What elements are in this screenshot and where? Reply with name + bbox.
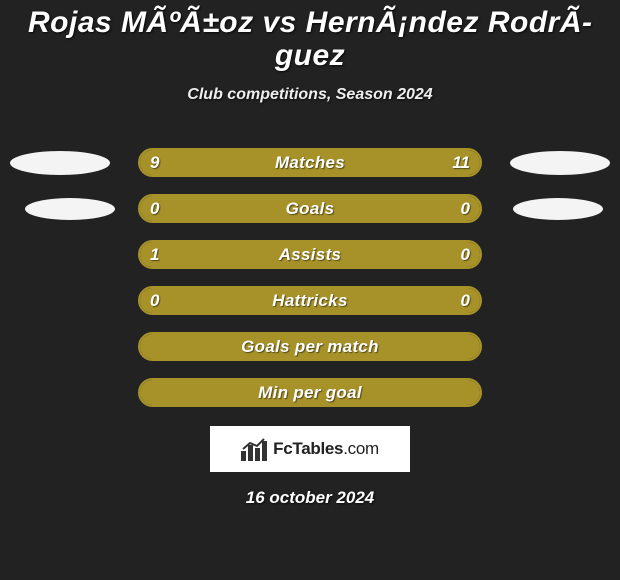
stat-row: Goals0 0 (0, 186, 620, 232)
player1-badge (10, 151, 110, 175)
player1-value: 1 (150, 245, 159, 265)
player2-value: 0 (461, 199, 470, 219)
date-label: 16 october 2024 (0, 488, 620, 508)
branding-logo: FcTables.com (210, 426, 410, 472)
stat-label: Min per goal (140, 383, 480, 403)
page-title: Rojas MÃºÃ±oz vs HernÃ¡ndez RodrÃ­guez (0, 6, 620, 72)
player2-value: 11 (452, 153, 470, 173)
stat-label: Assists (140, 245, 480, 265)
stat-label: Goals per match (140, 337, 480, 357)
stat-row: Matches9 11 (0, 140, 620, 186)
player1-value: 9 (150, 153, 159, 173)
stats-chart: Matches911Goals00Assists10Hattricks00Goa… (0, 140, 620, 416)
player2-value: 0 (461, 245, 470, 265)
player1-badge (25, 198, 115, 220)
stat-bar: Goals0 0 (138, 194, 482, 223)
stat-row: Goals per match (0, 324, 620, 370)
brand-name: FcTables.com (273, 439, 379, 459)
stat-row: Hattricks0 0 (0, 278, 620, 324)
stat-bar: Assists1 0 (138, 240, 482, 269)
stat-label: Goals (140, 199, 480, 219)
stat-row: Min per goal (0, 370, 620, 416)
stat-bar: Hattricks0 0 (138, 286, 482, 315)
player2-badge (510, 151, 610, 175)
player1-value: 0 (150, 199, 159, 219)
stat-row: Assists1 0 (0, 232, 620, 278)
player2-value: 0 (461, 291, 470, 311)
stat-bar: Matches9 11 (138, 148, 482, 177)
stat-label: Matches (140, 153, 480, 173)
stat-bar: Goals per match (138, 332, 482, 361)
bars-icon (241, 437, 267, 461)
stat-label: Hattricks (140, 291, 480, 311)
player1-value: 0 (150, 291, 159, 311)
player2-badge (513, 198, 603, 220)
stat-bar: Min per goal (138, 378, 482, 407)
subtitle: Club competitions, Season 2024 (0, 86, 620, 104)
